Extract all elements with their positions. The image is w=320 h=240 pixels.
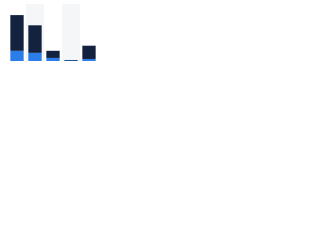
bar-segment (10, 15, 24, 51)
bar-segment (10, 50, 24, 61)
column-band (62, 4, 80, 61)
bar-segment (28, 52, 42, 61)
page: {"chart_data": {"type": "stacked-bar", "… (0, 0, 100, 71)
bar-segment (64, 60, 78, 61)
bar-segment (46, 57, 60, 61)
bar-segment (82, 45, 96, 59)
bar-segment (64, 59, 78, 61)
bar-segment (46, 50, 60, 58)
chart (0, 0, 100, 71)
bar-segment (82, 58, 96, 61)
bar-segment (28, 25, 42, 53)
